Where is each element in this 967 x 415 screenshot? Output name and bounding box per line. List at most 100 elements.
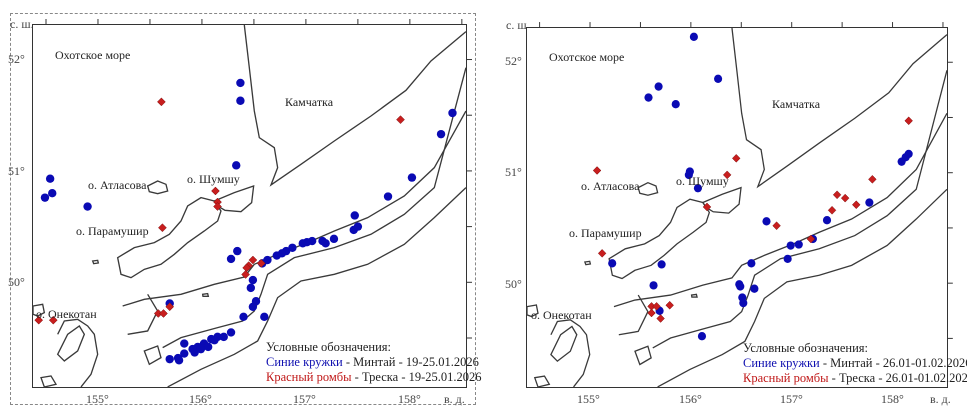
pollock-catch-point[interactable] [288,243,297,252]
pollock-catch-point[interactable] [644,93,653,102]
cod-catch-point[interactable] [597,249,607,258]
pollock-catch-point[interactable] [236,78,245,88]
cod-catch-point[interactable] [211,186,220,196]
cod-catch-point[interactable] [702,202,712,212]
pollock-catch-point[interactable] [865,198,874,207]
pollock-catch-point[interactable] [248,275,258,285]
pollock-catch-point[interactable] [786,241,795,250]
map-canvas [32,19,472,388]
pollock-catch-point[interactable] [329,234,339,244]
label-onekotan: о. Онекотан [531,308,592,322]
pollock-catch-point[interactable] [747,259,756,268]
pollock-catch-point[interactable] [165,354,174,364]
pollock-catch-point[interactable] [236,96,245,105]
pollock-catch-point[interactable] [649,281,658,290]
isobath-inner [122,110,467,307]
cod-catch-point[interactable] [904,116,913,126]
lat-label-50: 50° [505,277,522,291]
pollock-catch-point[interactable] [714,74,723,83]
cod-catch-point[interactable] [852,200,861,210]
pollock-catch-point[interactable] [196,344,206,354]
cod-catch-point[interactable] [656,314,665,323]
lon-label-156: 156° [189,392,212,406]
cod-catch-point[interactable] [832,190,842,200]
cod-catch-point[interactable] [722,170,732,180]
cod-catch-point[interactable] [665,300,674,310]
pollock-catch-point[interactable] [671,100,680,109]
pollock-catch-point[interactable] [693,184,702,193]
cod-catch-point[interactable] [157,97,166,107]
pollock-catch-point[interactable] [248,302,258,312]
pollock-catch-point[interactable] [260,312,269,322]
pollock-catch-point[interactable] [697,332,707,341]
cod-catch-point[interactable] [840,193,850,203]
pollock-catch-point[interactable] [794,240,803,249]
paramushir-island [608,198,711,280]
pollock-catch-point[interactable] [180,339,189,348]
pollock-catch-point[interactable] [239,312,248,322]
pollock-catch-point[interactable] [318,236,327,246]
lon-unit-label: в. д. [444,392,465,406]
cod-catch-point[interactable] [592,166,602,175]
isobath-outer [657,188,948,388]
pollock-catch-point[interactable] [762,217,771,226]
lon-label-158: 158° [881,392,904,406]
cod-catch-point[interactable] [158,223,167,233]
pollock-catch-point[interactable] [750,284,759,293]
pollock-catch-point[interactable] [783,254,792,264]
cod-catch-point[interactable] [827,205,837,215]
pollock-catch-point[interactable] [226,328,236,337]
pollock-catch-point[interactable] [736,282,745,291]
pollock-catch-point[interactable] [190,348,199,357]
label-onekotan: о. Онекотан [36,307,97,321]
label-kamchatka: Камчатка [285,95,334,109]
pollock-catch-point[interactable] [48,188,57,198]
pollock-catch-point[interactable] [407,173,417,182]
cod-catch-point[interactable] [34,315,44,325]
cod-catch-point[interactable] [241,270,250,279]
pollock-catch-point[interactable] [272,251,281,260]
pollock-catch-point[interactable] [739,298,748,308]
pollock-catch-point[interactable] [608,259,617,268]
pollock-catch-point[interactable] [350,211,359,220]
cod-catch-point[interactable] [256,259,266,268]
pollock-catch-point[interactable] [226,254,236,264]
cod-catch-point[interactable] [213,202,222,211]
pollock-catch-point[interactable] [180,349,189,358]
pollock-catch-point[interactable] [436,129,446,139]
label-okhotsk-sea: Охотское море [55,48,131,62]
cod-catch-point[interactable] [159,309,168,318]
pollock-catch-point[interactable] [174,356,184,365]
cod-catch-point[interactable] [248,255,258,265]
cod-catch-point[interactable] [772,221,781,231]
pollock-catch-point[interactable] [657,260,666,269]
pollock-catch-point[interactable] [45,174,55,183]
pollock-catch-point[interactable] [246,283,255,293]
cod-catch-point[interactable] [732,154,741,163]
pollock-catch-point[interactable] [684,170,693,180]
pollock-catch-point[interactable] [822,216,832,225]
pollock-catch-point[interactable] [448,108,457,118]
cod-catch-point[interactable] [806,234,816,244]
pollock-catch-point[interactable] [232,161,241,170]
pollock-catch-point[interactable] [654,82,663,91]
cod-catch-point[interactable] [396,115,405,125]
pollock-catch-point[interactable] [219,332,228,342]
cod-catch-point[interactable] [652,302,661,311]
map-frame[interactable] [526,22,953,388]
pollock-catch-point[interactable] [383,192,393,201]
pollock-catch-point[interactable] [689,32,698,42]
pollock-catch-point[interactable] [298,239,307,248]
pollock-catch-point[interactable] [83,202,92,211]
pollock-catch-point[interactable] [353,222,363,231]
cod-catch-point[interactable] [647,308,656,318]
pollock-catch-point[interactable] [40,193,50,202]
pollock-catch-point[interactable] [203,342,213,352]
map-frame[interactable] [32,19,472,388]
cod-catch-point[interactable] [48,315,58,325]
cod-catch-point[interactable] [165,302,175,312]
pollock-catch-point[interactable] [233,246,242,256]
cod-catch-point[interactable] [868,175,877,184]
pollock-catch-point[interactable] [210,336,219,345]
pollock-catch-point[interactable] [904,149,913,159]
